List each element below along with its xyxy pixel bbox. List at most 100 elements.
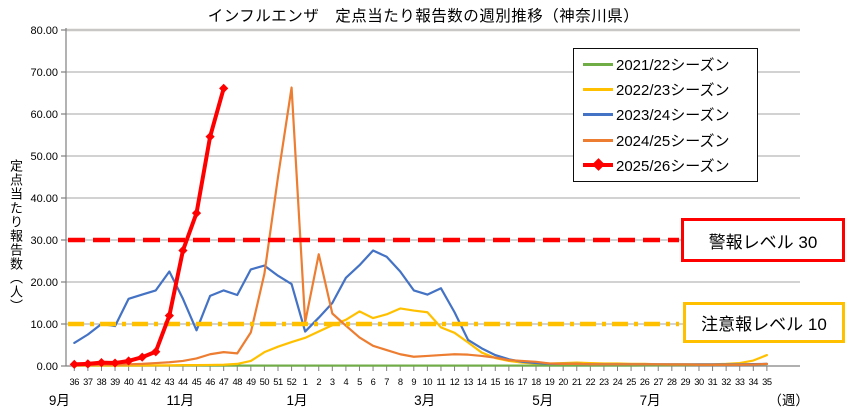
- legend-item-2021-22: 2021/22シーズン: [583, 54, 757, 75]
- week-label: 3: [330, 377, 335, 387]
- y-tick-label: 80.00: [30, 25, 58, 37]
- week-label: 32: [721, 377, 731, 387]
- legend-label: 2025/26シーズン: [616, 157, 730, 175]
- week-label: 9: [411, 377, 416, 387]
- legend-item-2023-24: 2023/24シーズン: [583, 104, 757, 125]
- data-point-diamond: [96, 358, 107, 368]
- week-label: 18: [531, 377, 541, 387]
- week-label: 41: [137, 377, 147, 387]
- data-point-diamond: [69, 359, 79, 369]
- legend-item-2024-25: 2024/25シーズン: [583, 130, 757, 151]
- week-label: 43: [165, 377, 175, 387]
- data-point-diamond: [191, 208, 202, 218]
- data-point-diamond: [219, 83, 229, 93]
- week-label: 31: [708, 377, 718, 387]
- y-tick-label: 70.00: [30, 67, 58, 79]
- week-label: 6: [371, 377, 376, 387]
- month-label: 1月: [287, 393, 308, 408]
- week-label: 1: [303, 377, 308, 387]
- legend-line-sample: [583, 88, 613, 92]
- legend-marker-diamond-icon: [592, 157, 605, 171]
- month-label: 9月: [49, 393, 70, 408]
- chart-title: インフルエンザ 定点当たり報告数の週別推移（神奈川県）: [207, 8, 640, 25]
- week-label: 11: [437, 377, 446, 387]
- month-label: （週）: [768, 393, 809, 408]
- legend-line-sample: [583, 113, 613, 117]
- week-label: 13: [463, 377, 473, 387]
- series-line: [73, 86, 768, 367]
- week-label: 35: [762, 377, 772, 387]
- week-label: 39: [110, 377, 120, 387]
- week-label: 28: [667, 377, 677, 387]
- legend: 2021/22シーズン 2022/23シーズン 2023/24シーズン 2024…: [573, 48, 758, 182]
- data-point-diamond: [205, 132, 215, 142]
- week-label: 38: [97, 377, 107, 387]
- week-label: 48: [232, 377, 242, 387]
- data-point-diamond: [83, 359, 93, 369]
- month-label: 7月: [640, 393, 661, 408]
- month-label: 5月: [532, 393, 553, 408]
- y-tick-label: 40.00: [30, 193, 58, 205]
- caution-level-box: 注意報レベル 10: [683, 302, 845, 343]
- week-label: 34: [749, 377, 759, 387]
- legend-label: 2021/22シーズン: [616, 57, 730, 75]
- week-label: 5: [357, 377, 362, 387]
- week-label: 46: [205, 377, 215, 387]
- week-label: 16: [504, 377, 514, 387]
- week-label: 22: [586, 377, 596, 387]
- week-label: 25: [626, 377, 636, 387]
- week-label: 7: [384, 377, 389, 387]
- legend-label: 2024/25シーズン: [616, 132, 730, 150]
- week-label: 49: [246, 377, 256, 387]
- legend-label: 2022/23シーズン: [616, 82, 730, 100]
- week-label: 33: [735, 377, 745, 387]
- data-point-diamond: [110, 358, 120, 368]
- week-label: 27: [653, 377, 663, 387]
- y-tick-label: 30.00: [30, 235, 58, 247]
- legend-item-2025-26: 2025/26シーズン: [583, 155, 757, 176]
- week-label: 14: [477, 377, 487, 387]
- week-label: 26: [640, 377, 650, 387]
- week-label: 17: [518, 377, 528, 387]
- month-label: 3月: [414, 393, 435, 408]
- week-label: 29: [681, 377, 691, 387]
- legend-label: 2023/24シーズン: [616, 107, 730, 125]
- legend-line-sample: [583, 63, 613, 67]
- week-label: 36: [70, 377, 80, 387]
- data-point-diamond: [151, 347, 161, 357]
- y-tick-label: 10.00: [30, 319, 58, 331]
- week-label: 42: [151, 377, 161, 387]
- warning-level-box: 警報レベル 30: [681, 218, 845, 262]
- legend-line-sample: [583, 138, 613, 142]
- data-point-diamond: [164, 311, 174, 321]
- y-tick-label: 0.00: [37, 361, 58, 373]
- week-label: 21: [572, 377, 582, 387]
- y-tick-label: 50.00: [30, 151, 58, 163]
- week-label: 50: [260, 377, 270, 387]
- y-tick-label: 20.00: [30, 277, 58, 289]
- week-label: 44: [178, 377, 188, 387]
- legend-item-2022-23: 2022/23シーズン: [583, 79, 757, 100]
- week-label: 20: [558, 377, 568, 387]
- week-label: 51: [273, 377, 283, 387]
- week-label: 52: [287, 377, 297, 387]
- week-label: 2: [316, 377, 321, 387]
- week-label: 19: [545, 377, 555, 387]
- week-label: 4: [344, 377, 349, 387]
- week-label: 23: [599, 377, 609, 387]
- data-point-diamond: [178, 245, 188, 256]
- data-point-diamond: [137, 352, 147, 362]
- week-label: 45: [192, 377, 202, 387]
- week-label: 30: [694, 377, 704, 387]
- data-point-diamond: [124, 356, 134, 366]
- week-label: 8: [398, 377, 403, 387]
- week-label: 24: [613, 377, 623, 387]
- week-label: 10: [423, 377, 433, 387]
- week-label: 37: [83, 377, 93, 387]
- month-label: 11月: [166, 393, 194, 408]
- y-axis-title: 定点当たり報告数（人）: [8, 158, 23, 313]
- y-tick-label: 60.00: [30, 109, 58, 121]
- legend-line-sample: [583, 157, 613, 171]
